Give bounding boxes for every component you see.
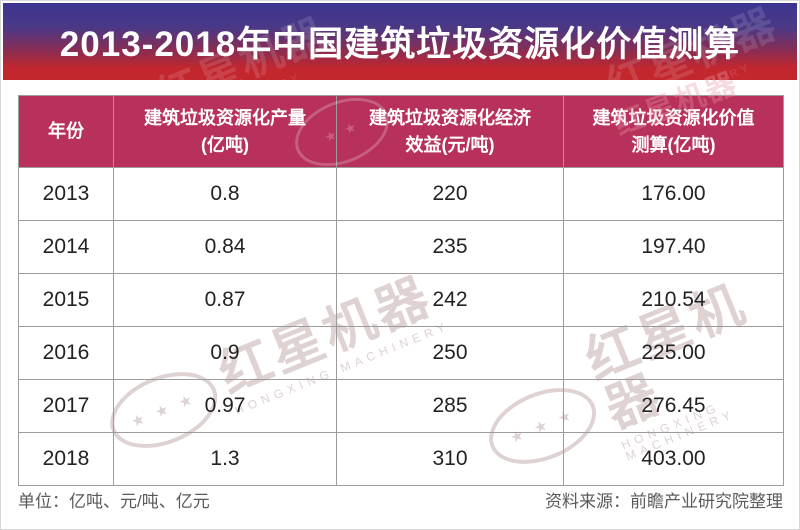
table-row: 2016 0.9 250 225.00 xyxy=(18,326,784,380)
watermark-logo-subtext: MACHINERY xyxy=(205,71,304,80)
cell-benefit: 242 xyxy=(336,273,564,327)
table-row: 2015 0.87 242 210.54 xyxy=(18,273,784,327)
cell-value: 197.40 xyxy=(563,220,784,274)
cell-year: 2014 xyxy=(18,220,114,274)
cell-benefit: 310 xyxy=(336,432,564,486)
source-note: 资料来源：前瞻产业研究院整理 xyxy=(545,492,783,511)
cell-output: 0.97 xyxy=(113,379,337,433)
page-title: 2013-2018年中国建筑垃圾资源化价值测算 xyxy=(59,25,741,64)
col-header-value: 建筑垃圾资源化价值 测算(亿吨) xyxy=(563,95,784,168)
cell-output: 0.8 xyxy=(113,167,337,221)
cell-value: 210.54 xyxy=(563,273,784,327)
table-container: 年份 建筑垃圾资源化产量 (亿吨) 建筑垃圾资源化经济 效益(元/吨) 建筑垃圾… xyxy=(18,95,784,486)
cell-value: 276.45 xyxy=(563,379,784,433)
cell-value: 225.00 xyxy=(563,326,784,380)
cell-year: 2017 xyxy=(18,379,114,433)
table-row: 2018 1.3 310 403.00 xyxy=(18,432,784,486)
title-banner: 红星机器 MACHINERY 红星机器 MACHINERY 2013-2018年… xyxy=(3,3,797,80)
cell-year: 2015 xyxy=(18,273,114,327)
cell-benefit: 235 xyxy=(336,220,564,274)
table-row: 2013 0.8 220 176.00 xyxy=(18,167,784,221)
cell-value: 403.00 xyxy=(563,432,784,486)
table-row: 2014 0.84 235 197.40 xyxy=(18,220,784,274)
cell-year: 2018 xyxy=(18,432,114,486)
col-header-benefit: 建筑垃圾资源化经济 效益(元/吨) xyxy=(336,95,564,168)
cell-year: 2016 xyxy=(18,326,114,380)
data-table: 年份 建筑垃圾资源化产量 (亿吨) 建筑垃圾资源化经济 效益(元/吨) 建筑垃圾… xyxy=(18,95,784,486)
col-header-output: 建筑垃圾资源化产量 (亿吨) xyxy=(113,95,337,168)
cell-output: 0.9 xyxy=(113,326,337,380)
cell-output: 0.87 xyxy=(113,273,337,327)
cell-year: 2013 xyxy=(18,167,114,221)
col-header-year: 年份 xyxy=(18,95,114,168)
cell-benefit: 285 xyxy=(336,379,564,433)
cell-output: 1.3 xyxy=(113,432,337,486)
cell-output: 0.84 xyxy=(113,220,337,274)
table-header-row: 年份 建筑垃圾资源化产量 (亿吨) 建筑垃圾资源化经济 效益(元/吨) 建筑垃圾… xyxy=(18,95,784,168)
footer-notes: 单位：亿吨、元/吨、亿元 资料来源：前瞻产业研究院整理 xyxy=(18,490,783,514)
cell-value: 176.00 xyxy=(563,167,784,221)
units-note: 单位：亿吨、元/吨、亿元 xyxy=(18,492,210,511)
cell-benefit: 250 xyxy=(336,326,564,380)
table-row: 2017 0.97 285 276.45 xyxy=(18,379,784,433)
cell-benefit: 220 xyxy=(336,167,564,221)
